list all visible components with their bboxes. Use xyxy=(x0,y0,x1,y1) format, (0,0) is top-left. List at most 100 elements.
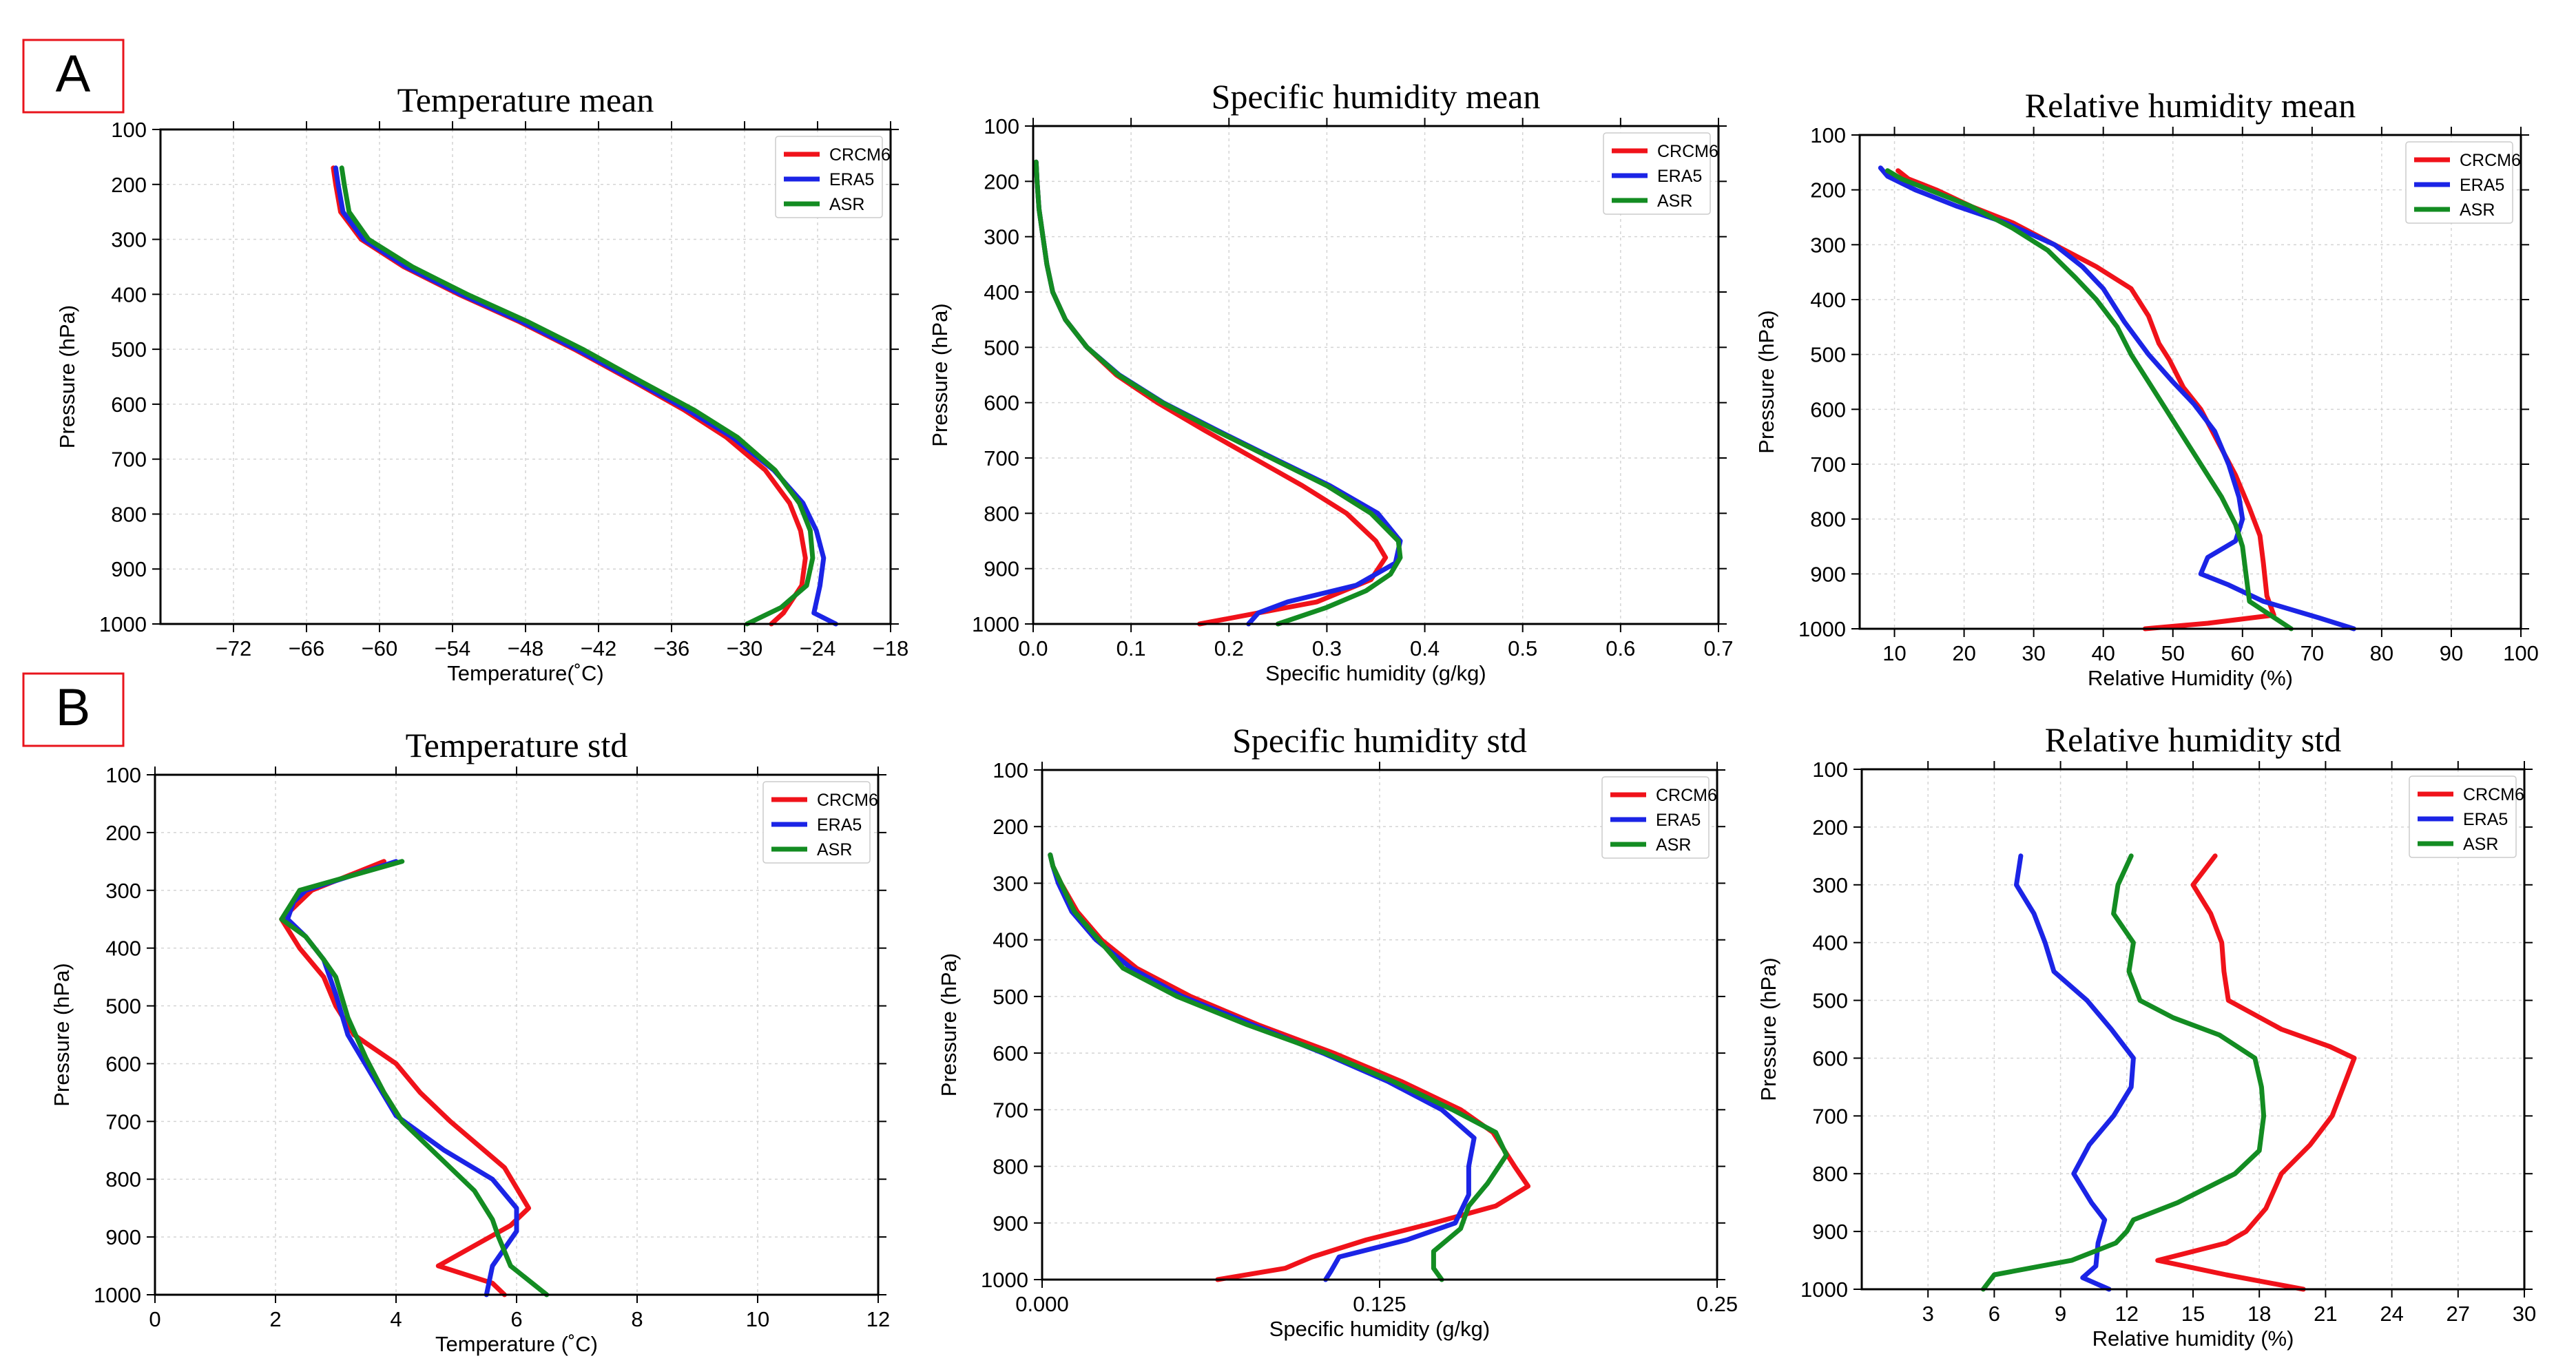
x-tick-label: −48 xyxy=(508,636,544,660)
series-line-asr xyxy=(1980,853,2267,1292)
y-tick-label: 200 xyxy=(111,173,147,197)
x-tick-label: 0.25 xyxy=(1696,1292,1738,1316)
legend-label-era5: ERA5 xyxy=(1656,811,1701,830)
y-tick-label: 700 xyxy=(1810,452,1846,477)
y-tick-label: 600 xyxy=(105,1052,141,1076)
legend-label-era5: ERA5 xyxy=(2460,176,2504,195)
y-tick-label: 100 xyxy=(105,763,141,787)
x-tick-label: 3 xyxy=(1922,1302,1934,1326)
y-axis-label: Pressure (hPa) xyxy=(937,953,961,1096)
chart-title: Temperature mean xyxy=(397,81,654,119)
y-tick-label: 1000 xyxy=(94,1283,141,1307)
y-tick-label: 200 xyxy=(993,815,1028,839)
x-tick-label: 0.6 xyxy=(1606,636,1635,660)
series-line-era5 xyxy=(333,165,838,627)
y-tick-label: 400 xyxy=(1812,931,1848,955)
x-tick-label: 2 xyxy=(269,1307,281,1331)
series-line-era5 xyxy=(2014,853,2136,1292)
series-line-crcm6 xyxy=(2155,853,2357,1292)
y-tick-label: 800 xyxy=(984,501,1019,525)
legend-label-era5: ERA5 xyxy=(817,815,862,835)
legend-label-asr: ASR xyxy=(829,195,864,214)
legend: CRCM6 ERA5 ASR xyxy=(762,781,878,864)
series-line-era5 xyxy=(1033,159,1403,627)
y-tick-label: 700 xyxy=(111,448,147,472)
y-tick-label: 900 xyxy=(984,557,1019,581)
x-axis-label: Specific humidity (g/kg) xyxy=(1265,661,1486,685)
chart-relative-humidity-mean: 10 20 30 40 50 60 70 80 90 100 100 200 300 400 500 600 7… xyxy=(1754,86,2539,690)
x-axis-label: Temperature (˚C) xyxy=(435,1332,598,1356)
y-tick-label: 700 xyxy=(984,446,1019,470)
series-line-asr xyxy=(1033,159,1403,627)
legend-label-crcm6: CRCM6 xyxy=(2463,785,2524,804)
y-axis-label: Pressure (hPa) xyxy=(1754,310,1778,453)
y-tick-label: 500 xyxy=(993,985,1028,1009)
x-tick-label: 0.125 xyxy=(1353,1292,1406,1316)
charts-container: −72 −66 −60 −54 −48 −42 −36 −30 −24 −181002003004… xyxy=(50,77,2539,1356)
chart-title: Relative humidity std xyxy=(2045,720,2342,759)
x-tick-label: 50 xyxy=(2161,641,2184,665)
y-tick-label: 800 xyxy=(105,1167,141,1191)
chart-specific-humidity-std: 0.000 0.125 0.25 100 200 300 400 500 600 700 800 90… xyxy=(937,721,1738,1341)
y-tick-label: 300 xyxy=(1810,233,1846,257)
x-tick-label: −24 xyxy=(800,636,836,660)
legend-label-asr: ASR xyxy=(2463,835,2498,854)
x-tick-label: 24 xyxy=(2380,1302,2403,1326)
y-axis-label: Pressure (hPa) xyxy=(928,303,952,446)
x-tick-label: 60 xyxy=(2231,641,2254,665)
legend: CRCM6 ERA5 ASR xyxy=(1603,132,1718,215)
x-tick-label: 0.5 xyxy=(1508,636,1537,660)
y-tick-label: 1000 xyxy=(1800,1278,1848,1302)
legend-label-crcm6: CRCM6 xyxy=(817,791,878,810)
y-tick-label: 400 xyxy=(111,282,147,306)
x-tick-label: 6 xyxy=(510,1307,522,1331)
series-line-asr xyxy=(279,859,550,1298)
series-line-asr xyxy=(1884,168,2294,632)
x-tick-label: −36 xyxy=(654,636,690,660)
x-tick-label: −18 xyxy=(873,636,909,660)
y-tick-label: 400 xyxy=(993,928,1028,952)
x-tick-label: −42 xyxy=(581,636,617,660)
y-tick-label: 500 xyxy=(984,335,1019,360)
chart-title: Temperature std xyxy=(406,726,628,764)
legend-label-era5: ERA5 xyxy=(2463,810,2508,829)
x-tick-label: 70 xyxy=(2300,641,2324,665)
plot-frame xyxy=(1032,125,1720,625)
y-tick-label: 500 xyxy=(1810,343,1846,367)
x-tick-label: 0.3 xyxy=(1312,636,1342,660)
chart-temperature-mean: −72 −66 −60 −54 −48 −42 −36 −30 −24 −18 100 200 300 4… xyxy=(55,81,908,685)
x-tick-label: 18 xyxy=(2247,1302,2271,1326)
x-tick-label: 30 xyxy=(2022,641,2045,665)
y-tick-label: 300 xyxy=(1812,873,1848,897)
y-tick-label: 600 xyxy=(1810,397,1846,421)
panel-label-a-text: A xyxy=(56,45,91,103)
y-tick-label: 500 xyxy=(1812,989,1848,1013)
x-tick-label: 0.1 xyxy=(1116,636,1146,660)
chart-title: Specific humidity mean xyxy=(1212,77,1541,116)
legend-label-asr: ASR xyxy=(817,840,852,859)
x-tick-label: 0.0 xyxy=(1018,636,1048,660)
series-line-crcm6 xyxy=(1033,159,1389,627)
y-tick-label: 800 xyxy=(111,502,147,526)
y-tick-label: 100 xyxy=(993,758,1028,782)
x-tick-label: 8 xyxy=(631,1307,643,1331)
legend-label-asr: ASR xyxy=(2460,200,2495,220)
y-tick-label: 700 xyxy=(1812,1104,1848,1128)
x-tick-label: 12 xyxy=(2115,1302,2139,1326)
x-tick-label: −66 xyxy=(289,636,325,660)
series-line-crcm6 xyxy=(331,165,808,627)
x-tick-label: 10 xyxy=(746,1307,769,1331)
y-axis-label: Pressure (hPa) xyxy=(50,963,74,1106)
legend-label-era5: ERA5 xyxy=(1657,167,1702,186)
y-tick-label: 100 xyxy=(1810,123,1846,147)
y-tick-label: 500 xyxy=(111,337,147,362)
panel-label-b-text: B xyxy=(56,678,91,737)
series-line-asr xyxy=(339,165,816,627)
y-tick-label: 1000 xyxy=(981,1268,1028,1292)
y-tick-label: 1000 xyxy=(972,612,1019,636)
x-tick-label: 80 xyxy=(2370,641,2393,665)
legend-label-asr: ASR xyxy=(1656,835,1691,855)
y-tick-label: 300 xyxy=(111,228,147,252)
legend-label-crcm6: CRCM6 xyxy=(1657,142,1718,161)
grid xyxy=(160,129,891,625)
